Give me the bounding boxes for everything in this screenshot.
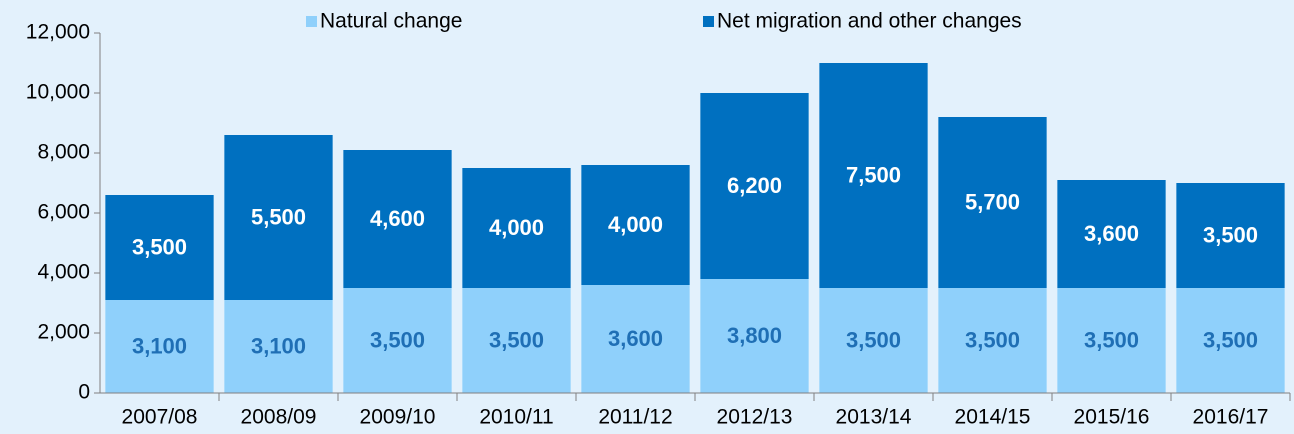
x-tick-label: 2011/12 [598, 406, 672, 429]
data-label: 7,500 [846, 162, 901, 187]
bar-segment [1176, 288, 1285, 393]
bar-segment [819, 63, 928, 288]
data-label: 3,800 [727, 323, 782, 348]
x-tick-label: 2014/15 [955, 406, 1031, 429]
y-tick-label: 0 [78, 381, 90, 404]
bar-segment [1057, 180, 1166, 288]
legend-swatch [703, 16, 714, 27]
data-label: 3,500 [846, 327, 901, 352]
data-label: 3,500 [965, 327, 1020, 352]
data-label: 3,500 [1203, 327, 1258, 352]
bar-segment [938, 117, 1047, 288]
x-tick-label: 2010/11 [479, 406, 553, 429]
data-label: 3,100 [251, 333, 306, 358]
bar-segment [224, 300, 333, 393]
x-tick-label: 2012/13 [717, 406, 793, 429]
data-label: 3,500 [1084, 327, 1139, 352]
bar-segment [1057, 288, 1166, 393]
data-label: 5,500 [251, 204, 306, 229]
data-label: 3,500 [1203, 222, 1258, 247]
bar-segment [224, 135, 333, 300]
bar-segment [462, 288, 571, 393]
x-tick-label: 2007/08 [122, 406, 198, 429]
bar-segment [581, 285, 690, 393]
data-label: 4,000 [489, 215, 544, 240]
x-tick-label: 2013/14 [836, 406, 912, 429]
y-tick-label: 12,000 [26, 21, 90, 44]
data-label: 6,200 [727, 173, 782, 198]
data-label: 3,600 [608, 326, 663, 351]
y-tick-label: 4,000 [37, 261, 90, 284]
bar-segment [819, 288, 928, 393]
data-label: 3,500 [370, 327, 425, 352]
legend-swatch [306, 16, 317, 27]
y-tick-label: 8,000 [37, 141, 90, 164]
x-tick-label: 2015/16 [1074, 406, 1150, 429]
data-label: 3,500 [132, 234, 187, 259]
bar-segment [581, 165, 690, 285]
data-label: 4,600 [370, 206, 425, 231]
data-label: 3,100 [132, 333, 187, 358]
y-tick-label: 6,000 [37, 201, 90, 224]
x-tick-label: 2008/09 [241, 406, 317, 429]
bar-segment [700, 279, 809, 393]
data-label: 3,500 [489, 327, 544, 352]
data-label: 5,700 [965, 189, 1020, 214]
data-label: 3,600 [1084, 221, 1139, 246]
data-label: 4,000 [608, 212, 663, 237]
y-tick-label: 2,000 [37, 321, 90, 344]
bar-segment [343, 150, 452, 288]
bar-segment [105, 300, 214, 393]
x-tick-label: 2016/17 [1193, 406, 1269, 429]
bar-segment [462, 168, 571, 288]
bar-segment [105, 195, 214, 300]
legend-label: Natural change [320, 10, 462, 33]
x-tick-label: 2009/10 [360, 406, 436, 429]
legend-label: Net migration and other changes [717, 10, 1022, 33]
bar-segment [343, 288, 452, 393]
bar-segment [938, 288, 1047, 393]
bar-segment [700, 93, 809, 279]
y-tick-label: 10,000 [26, 81, 90, 104]
bar-segment [1176, 183, 1285, 288]
